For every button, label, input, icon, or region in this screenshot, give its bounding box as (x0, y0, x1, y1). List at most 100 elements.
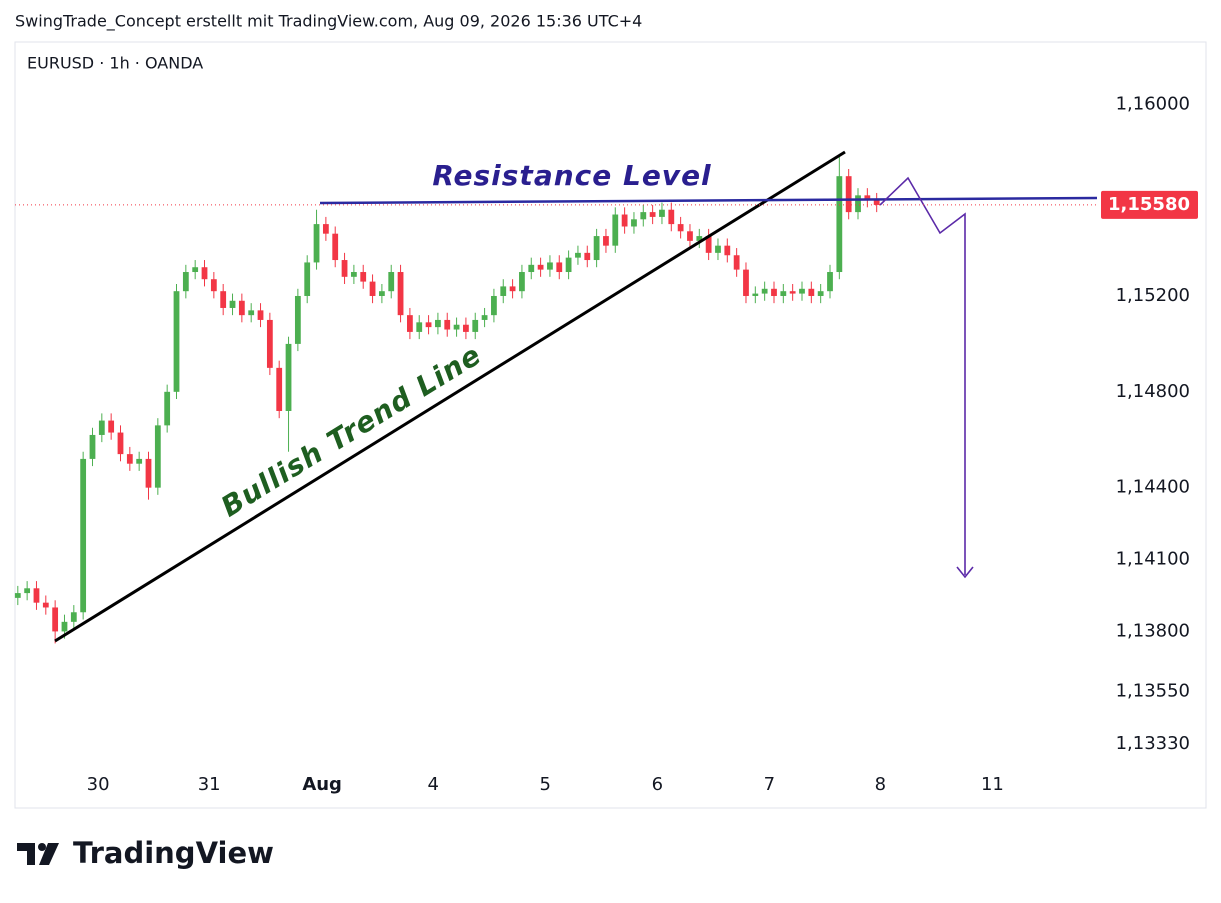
candle-body (52, 607, 59, 632)
candle-body (341, 260, 348, 277)
candle-body (621, 214, 628, 227)
candle-body (117, 432, 124, 455)
candle-body (360, 272, 367, 282)
candle-body (257, 310, 264, 320)
resistance-label: Resistance Level (432, 159, 711, 192)
last-price-tag (1101, 190, 1198, 219)
candle-body (799, 288, 805, 294)
candle-body (705, 236, 712, 253)
candle-body (201, 267, 208, 280)
candle-body (229, 300, 236, 308)
candle-body (827, 272, 833, 292)
candle-body (61, 621, 68, 632)
candle-body (649, 212, 656, 217)
candle-body (192, 267, 199, 273)
candle-body (89, 434, 96, 459)
candle-body (435, 319, 441, 328)
candle-body (855, 195, 861, 213)
x-tick-label: 8 (875, 774, 886, 795)
x-tick-label: 4 (428, 774, 439, 795)
x-tick-label: 31 (198, 774, 221, 795)
candle-body (873, 200, 880, 205)
candle-body (397, 272, 404, 316)
candle-body (126, 454, 133, 464)
candle-body (80, 458, 87, 613)
candle-body (519, 272, 525, 292)
candle-body (500, 286, 507, 296)
candle-body (276, 367, 283, 411)
candle-body (845, 176, 852, 213)
candle-body (631, 219, 637, 227)
logo-text: TradingView (73, 836, 274, 870)
x-tick-label: 5 (540, 774, 551, 795)
last-price-label: 1,15580 (1108, 194, 1190, 215)
candle-body (285, 343, 292, 411)
candle-body (593, 236, 600, 261)
y-tick-label: 1,14100 (1116, 549, 1190, 570)
candle-body (42, 602, 49, 608)
y-tick-label: 1,13550 (1116, 680, 1190, 701)
candle-body (14, 593, 21, 598)
candle-body (659, 209, 665, 217)
candle-body (817, 291, 824, 296)
y-tick-label: 1,13330 (1116, 733, 1190, 754)
candle-body (463, 324, 469, 332)
candle-body (528, 264, 535, 273)
candle-body (294, 295, 301, 344)
projection-path (879, 176, 966, 575)
candle-body (687, 231, 693, 241)
x-tick-label: 7 (764, 774, 775, 795)
candle-body (425, 322, 432, 328)
resistance-line (319, 196, 1098, 205)
y-tick-label: 1,13800 (1116, 620, 1190, 641)
candle-body (98, 420, 105, 435)
candle-body (733, 255, 740, 270)
candle-body (248, 310, 255, 316)
candle-body (537, 264, 544, 270)
trend-label: Bullish Trend Line (215, 338, 487, 523)
candle-body (565, 257, 572, 273)
header: SwingTrade_Concept erstellt mit TradingV… (15, 12, 642, 32)
candle-body (715, 245, 721, 253)
candle-body (145, 458, 152, 488)
candle-body (378, 291, 385, 296)
candle-body (864, 195, 871, 201)
candle-body (24, 588, 31, 594)
candle-body (509, 286, 516, 292)
candle-body (584, 252, 591, 261)
candle-body (266, 319, 273, 368)
y-tick-label: 1,16000 (1116, 93, 1190, 114)
projection-arrow (956, 566, 974, 579)
candle-body (210, 279, 217, 292)
candle-body (481, 315, 488, 320)
candle-body (761, 288, 768, 294)
candle-body (322, 224, 329, 234)
candle-body (808, 288, 815, 296)
candle-body (136, 458, 143, 464)
candle-body (724, 245, 731, 256)
candle-body (108, 420, 115, 433)
candle-body (220, 291, 227, 308)
chart-frame (14, 41, 1207, 809)
candle-body (332, 233, 339, 261)
candle-body (472, 319, 479, 332)
y-tick-label: 1,14400 (1116, 477, 1190, 498)
candle-body (313, 224, 320, 263)
logo-icon (17, 843, 59, 865)
x-tick-label: 11 (981, 774, 1004, 795)
candle-body (388, 272, 395, 292)
candle-body (70, 612, 77, 622)
candle-body (836, 176, 843, 273)
candle-body (603, 236, 609, 246)
candle-body (668, 209, 675, 225)
y-tick-label: 1,15200 (1116, 285, 1190, 306)
x-tick-label: 30 (87, 774, 110, 795)
candle-body (369, 281, 376, 296)
y-tick-label: 1,14800 (1116, 381, 1190, 402)
candle-body (182, 272, 189, 292)
candle-body (350, 272, 357, 277)
candle-body (556, 262, 563, 273)
candle-body (771, 288, 777, 296)
candle-body (154, 425, 161, 488)
